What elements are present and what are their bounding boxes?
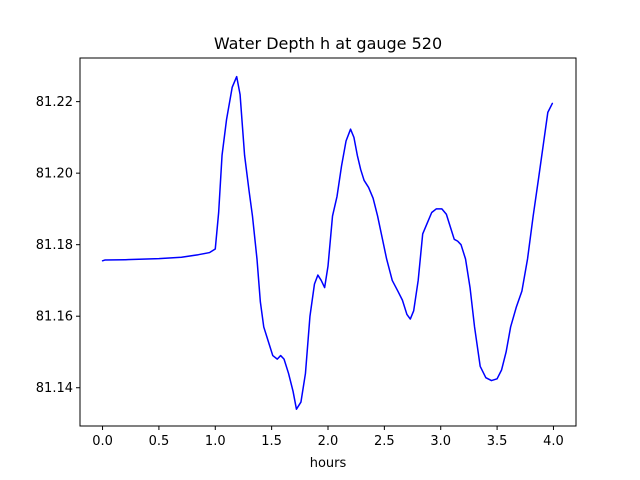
- x-tick-label: 4.0: [543, 434, 564, 449]
- x-tick-label: 2.0: [318, 434, 339, 449]
- x-tick-label: 1.0: [205, 434, 226, 449]
- x-tick-label: 0.0: [92, 434, 113, 449]
- x-tick-label: 3.0: [430, 434, 451, 449]
- y-tick-label: 81.18: [36, 238, 73, 253]
- x-axis-label: hours: [310, 456, 347, 471]
- y-tick-label: 81.20: [36, 167, 73, 182]
- y-axis: 81.14 81.16 81.18 81.20 81.22: [36, 95, 80, 396]
- chart-title: Water Depth h at gauge 520: [214, 34, 442, 53]
- y-tick-label: 81.14: [36, 381, 73, 396]
- x-tick-label: 3.5: [487, 434, 508, 449]
- y-tick-label: 81.16: [36, 310, 73, 325]
- x-tick-label: 1.5: [261, 434, 282, 449]
- x-tick-label: 2.5: [374, 434, 395, 449]
- plot-area: [80, 58, 576, 426]
- x-tick-label: 0.5: [149, 434, 170, 449]
- y-tick-label: 81.22: [36, 95, 73, 110]
- series-line-0: [101, 75, 554, 410]
- x-axis: 0.0 0.5 1.0 1.5 2.0 2.5 3.0 3.5 4.0: [92, 426, 564, 449]
- series-layer: [101, 75, 554, 410]
